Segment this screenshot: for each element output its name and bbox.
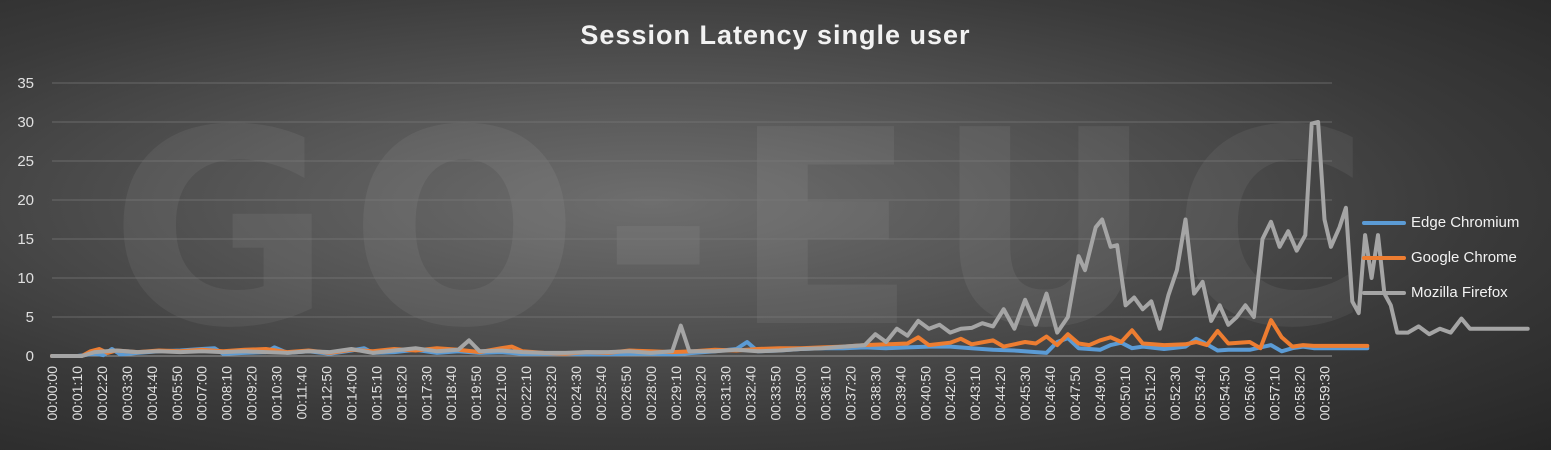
y-tick-label: 35: [17, 75, 34, 92]
x-tick-label: 00:42:00: [942, 366, 958, 421]
x-tick-label: 00:03:30: [119, 366, 135, 421]
legend-swatch: [1362, 220, 1406, 225]
y-tick-label: 5: [26, 309, 34, 326]
y-tick-label: 25: [17, 153, 34, 170]
x-tick-label: 00:10:30: [269, 366, 285, 421]
legend-item: Mozilla Firefox: [1362, 275, 1547, 310]
watermark-logo: GO-EUC: [110, 72, 1389, 387]
x-tick-label: 00:30:20: [693, 366, 709, 421]
x-tick-label: 00:31:30: [718, 366, 734, 421]
x-tick-label: 00:37:20: [842, 366, 858, 421]
x-tick-label: 00:46:40: [1042, 366, 1058, 421]
x-tick-label: 00:02:20: [94, 366, 110, 421]
x-tick-label: 00:32:40: [743, 366, 759, 421]
x-tick-label: 00:24:30: [568, 366, 584, 421]
x-tick-label: 00:35:00: [793, 366, 809, 421]
x-tick-label: 00:38:30: [867, 366, 883, 421]
x-tick-label: 00:18:40: [443, 366, 459, 421]
x-tick-label: 00:33:50: [768, 366, 784, 421]
x-tick-label: 00:36:10: [817, 366, 833, 421]
x-tick-label: 00:51:20: [1142, 366, 1158, 421]
x-tick-label: 00:12:50: [318, 366, 334, 421]
x-tick-label: 00:40:50: [917, 366, 933, 421]
legend-label: Edge Chromium: [1411, 214, 1520, 231]
legend-item: Edge Chromium: [1362, 205, 1547, 240]
y-tick-label: 0: [26, 348, 34, 365]
legend-swatch: [1362, 255, 1406, 260]
x-tick-label: 00:14:00: [343, 366, 359, 421]
chart-legend: Edge Chromium Google Chrome Mozilla Firefo…: [1362, 205, 1547, 310]
x-tick-label: 00:08:10: [219, 366, 235, 421]
x-tick-label: 00:25:40: [593, 366, 609, 421]
x-tick-label: 00:23:20: [543, 366, 559, 421]
legend-label: Mozilla Firefox: [1411, 284, 1508, 301]
x-tick-label: 00:04:40: [144, 366, 160, 421]
legend-swatch: [1362, 290, 1406, 295]
x-tick-label: 00:19:50: [468, 366, 484, 421]
y-tick-label: 30: [17, 114, 34, 131]
y-tick-label: 10: [17, 270, 34, 287]
x-tick-label: 00:21:00: [493, 366, 509, 421]
x-tick-label: 00:43:10: [967, 366, 983, 421]
legend-item: Google Chrome: [1362, 240, 1547, 275]
x-tick-label: 00:01:10: [69, 366, 85, 421]
series-line-mozilla-firefox: [50, 120, 1530, 358]
x-tick-label: 00:29:10: [668, 366, 684, 421]
x-tick-label: 00:07:00: [194, 366, 210, 421]
x-tick-label: 00:49:00: [1092, 366, 1108, 421]
x-tick-label: 00:28:00: [643, 366, 659, 421]
y-tick-label: 20: [17, 192, 34, 209]
x-tick-label: 00:26:50: [618, 366, 634, 421]
x-tick-label: 00:58:20: [1292, 366, 1308, 421]
x-tick-label: 00:47:50: [1067, 366, 1083, 421]
x-tick-label: 00:45:30: [1017, 366, 1033, 421]
x-tick-label: 00:15:10: [368, 366, 384, 421]
x-tick-label: 00:16:20: [393, 366, 409, 421]
x-tick-label: 00:11:40: [294, 366, 310, 420]
chart-title: Session Latency single user: [580, 20, 971, 50]
x-tick-label: 00:59:30: [1317, 366, 1333, 421]
x-tick-label: 00:09:20: [244, 366, 260, 421]
x-tick-label: 00:57:10: [1267, 366, 1283, 421]
x-tick-label: 00:50:10: [1117, 366, 1133, 421]
x-tick-label: 00:44:20: [992, 366, 1008, 421]
y-tick-label: 15: [17, 231, 34, 248]
x-tick-label: 00:22:10: [518, 366, 534, 421]
x-tick-label: 00:56:00: [1242, 366, 1258, 421]
x-tick-label: 00:00:00: [44, 366, 60, 421]
x-tick-label: 00:39:40: [892, 366, 908, 421]
x-tick-label: 00:52:30: [1167, 366, 1183, 421]
x-tick-label: 00:53:40: [1192, 366, 1208, 421]
legend-label: Google Chrome: [1411, 249, 1517, 266]
x-tick-label: 00:17:30: [418, 366, 434, 421]
x-tick-label: 00:54:50: [1217, 366, 1233, 421]
x-tick-label: 00:05:50: [169, 366, 185, 421]
